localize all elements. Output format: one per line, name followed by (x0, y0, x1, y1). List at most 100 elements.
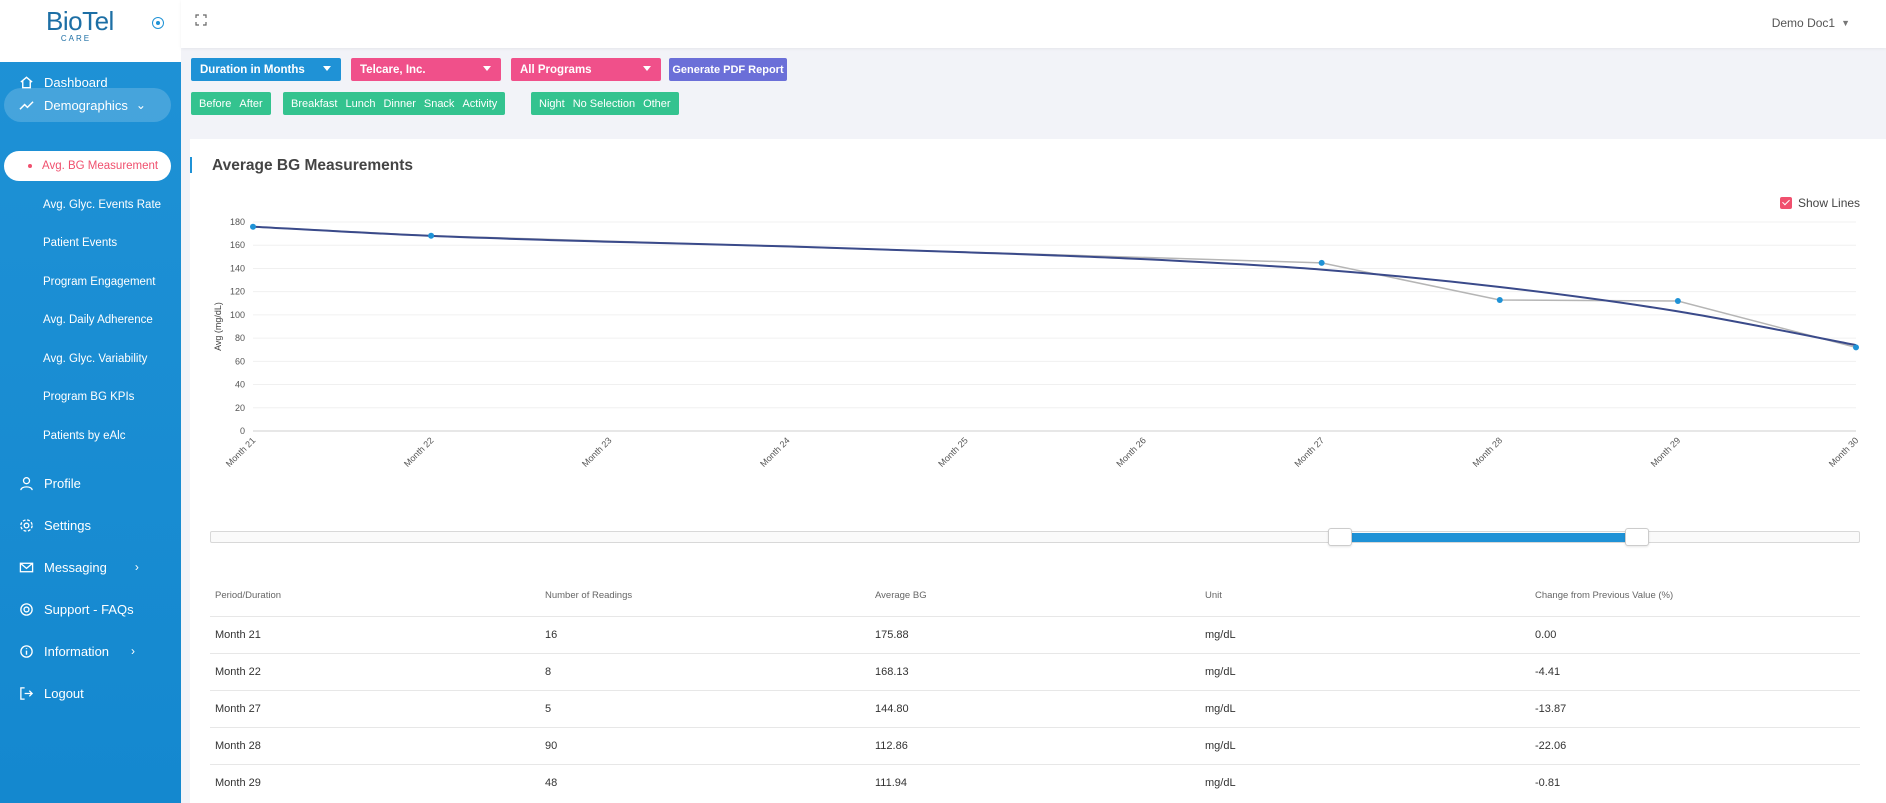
cell-readings: 5 (540, 689, 870, 727)
cell-average: 168.13 (870, 652, 1200, 690)
y-tick-label: 60 (235, 356, 245, 366)
avg-bg-chart: 0 20 40 60 80 100 120 140 160 180 Avg (mg/dL) Month… (213, 217, 1860, 469)
table-row: Month 28 90 112.86 mg/dL -22.06 (210, 726, 1860, 764)
logo-sub: CARE (60, 34, 92, 43)
sub-item-label: Patient Events (43, 237, 118, 249)
caret-down-icon: ▼ (1841, 18, 1850, 28)
sidebar-item-label: Messaging (44, 559, 107, 575)
show-lines-toggle[interactable]: Show Lines (1780, 196, 1860, 210)
chip-before[interactable]: Before (199, 97, 232, 110)
y-tick-label: 120 (230, 287, 245, 297)
sidebar-item-label: Logout (44, 685, 84, 701)
range-slider[interactable] (210, 528, 1860, 546)
cell-change: -13.87 (1530, 689, 1860, 727)
x-tick-label: Month 29 (1649, 435, 1683, 469)
sidebar-item-profile[interactable]: Profile (0, 465, 181, 501)
sidebar-item-messaging[interactable]: Messaging › (0, 549, 181, 585)
sub-item-label: Avg. Daily Adherence (43, 314, 153, 326)
fullscreen-icon[interactable] (195, 13, 207, 26)
chip-snack[interactable]: Snack (423, 97, 455, 110)
cell-change: -0.81 (1530, 763, 1860, 801)
cell-period: Month 28 (210, 726, 540, 764)
lifebuoy-icon (18, 601, 34, 617)
chip-lunch[interactable]: Lunch (345, 97, 376, 110)
sub-item-avg-glyc-variability[interactable]: Avg. Glyc. Variability (0, 345, 181, 373)
chip-night[interactable]: Night (539, 97, 565, 110)
card-title: Average BG Measurements (212, 157, 414, 174)
sub-item-label: Patients by eAlc (43, 430, 126, 442)
y-tick-label: 80 (235, 333, 245, 343)
info-icon (18, 643, 34, 659)
programs-value: All Programs (520, 63, 592, 76)
company-dropdown[interactable]: Telcare, Inc. (351, 58, 501, 81)
user-menu[interactable]: Demo Doc1 ▼ (1772, 16, 1850, 30)
sub-item-program-engagement[interactable]: Program Engagement (0, 268, 181, 296)
slider-range (1339, 533, 1637, 542)
slider-handle-right[interactable] (1624, 528, 1649, 546)
sub-item-label: Avg. Glyc. Events Rate (43, 199, 162, 211)
sub-item-avg-daily-adherence[interactable]: Avg. Daily Adherence (0, 306, 181, 334)
sub-item-program-bg-kpis[interactable]: Program BG KPIs (0, 383, 181, 411)
sidebar-toggle-icon[interactable] (152, 17, 164, 29)
sub-item-avg-glyc-events-rate[interactable]: Avg. Glyc. Events Rate (0, 191, 181, 219)
sidebar-item-logout[interactable]: Logout (0, 675, 181, 711)
chip-other[interactable]: Other (643, 97, 671, 110)
user-name: Demo Doc1 (1771, 16, 1836, 30)
header-unit[interactable]: Unit (1205, 590, 1222, 602)
data-point (1496, 296, 1503, 303)
cell-period: Month 21 (210, 615, 540, 653)
slider-handle-left[interactable] (1327, 528, 1352, 546)
active-dot-icon (28, 164, 32, 168)
cell-average: 112.86 (870, 726, 1200, 764)
y-tick-label: 20 (235, 403, 245, 413)
cell-change: 0.00 (1530, 615, 1860, 653)
sidebar-item-information[interactable]: Information › (0, 633, 181, 669)
x-tick-label: Month 26 (1114, 435, 1148, 469)
header-average[interactable]: Average BG (875, 590, 927, 602)
sidebar-item-label: Profile (44, 475, 81, 491)
chip-dinner[interactable]: Dinner (383, 97, 416, 110)
sidebar-item-dashboard[interactable]: Dashboard (0, 64, 181, 100)
sidebar-item-demographics[interactable]: Demographics ⌄ (4, 88, 171, 122)
sidebar-item-label: Settings (44, 517, 91, 533)
cell-period: Month 29 (210, 763, 540, 801)
logo[interactable]: BioTel CARE (46, 8, 114, 44)
chip-no-selection[interactable]: No Selection (572, 97, 636, 110)
y-axis-label: Avg (mg/dL) (213, 302, 223, 351)
header-change[interactable]: Change from Previous Value (%) (1535, 590, 1674, 602)
sub-item-patient-events[interactable]: Patient Events (0, 229, 181, 257)
cell-period: Month 22 (210, 652, 540, 690)
cell-readings: 48 (540, 763, 870, 801)
sidebar-item-support-faqs[interactable]: Support - FAQs (0, 591, 181, 627)
sidebar-item-label: Demographics (44, 97, 128, 113)
header-period[interactable]: Period/Duration (215, 590, 282, 602)
duration-dropdown[interactable]: Duration in Months (191, 58, 341, 81)
programs-dropdown[interactable]: All Programs (511, 58, 661, 81)
generate-pdf-button[interactable]: Generate PDF Report (669, 58, 787, 81)
sub-item-patients-by-ealc[interactable]: Patients by eAlc (0, 422, 181, 450)
chevron-right-icon: › (134, 560, 139, 574)
data-point (428, 232, 435, 239)
x-tick-label: Month 23 (580, 435, 614, 469)
sub-item-avg-bg-measurement[interactable]: Avg. BG Measurement (4, 151, 171, 181)
meal-type-group: Breakfast Lunch Dinner Snack Activity (283, 92, 506, 115)
header-readings[interactable]: Number of Readings (545, 590, 633, 602)
cell-change: -22.06 (1530, 726, 1860, 764)
home-icon (18, 74, 34, 90)
brand-header: BioTel CARE (0, 0, 181, 62)
y-tick-label: 0 (240, 426, 245, 436)
logout-icon (18, 685, 34, 701)
sub-item-label: Avg. BG Measurement (42, 160, 159, 172)
cell-unit: mg/dL (1200, 652, 1530, 690)
cell-readings: 90 (540, 726, 870, 764)
show-lines-label: Show Lines (1798, 196, 1861, 210)
sidebar-item-settings[interactable]: Settings (0, 507, 181, 543)
sub-item-label: Program BG KPIs (43, 391, 135, 403)
x-tick-label: Month 22 (402, 435, 436, 469)
sidebar: BioTel CARE Dashboard Demographics ⌄ Avg… (0, 0, 181, 803)
y-tick-label: 100 (230, 310, 245, 320)
show-lines-checkbox[interactable] (1780, 197, 1792, 209)
chip-after[interactable]: After (239, 97, 263, 110)
chip-breakfast[interactable]: Breakfast (291, 97, 338, 110)
chip-activity[interactable]: Activity (462, 97, 498, 110)
